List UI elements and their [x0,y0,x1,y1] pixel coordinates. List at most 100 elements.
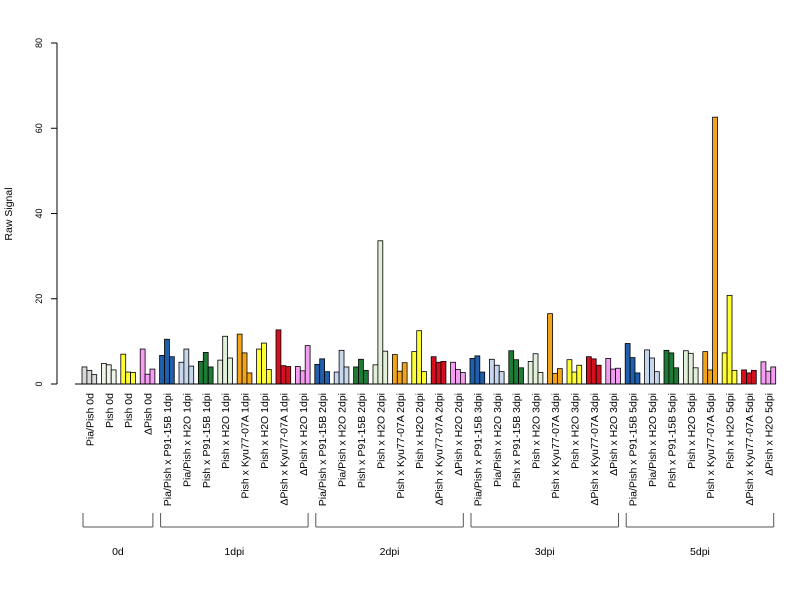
bar [634,372,641,385]
bar [217,359,224,385]
bar [202,352,209,385]
category-label: Pia/Pish x H2O 5dpi [647,393,659,487]
bar [333,371,340,385]
bar [683,350,689,385]
category-label: ΔPish x H2O 3dpi [608,393,620,476]
bar [557,368,563,385]
bar [362,369,369,385]
bar [552,372,558,385]
y-tick-label: 60 [34,123,44,133]
bar [261,342,267,385]
bar [149,368,156,385]
bar [130,372,136,385]
bar [624,343,631,385]
bar [159,355,165,385]
category-label: Pia/Pish x P91-15B 3dpi [472,393,484,506]
category-label: Pish x H2O 2dpi [375,393,387,469]
category-label: Pish x H2O 3dpi [569,393,581,469]
bar [275,329,282,385]
y-axis-title: Raw Signal [3,187,15,240]
bar [455,369,461,385]
bar [319,358,326,385]
category-label: Pish x Kyu77-07A 2dpi [395,393,407,499]
bar [450,361,456,385]
category-label: Pia/Pish x H2O 2dpi [337,393,349,487]
bar [164,338,170,385]
bar [615,367,621,385]
category-label: ΔPish x Kyu77-07A 3dpi [589,393,601,506]
bar [265,369,272,385]
bar [649,357,655,385]
bar [280,365,287,385]
bar [120,353,127,385]
category-label: Pish x P91-15B 2dpi [356,393,368,488]
bar [353,366,359,385]
bar [285,366,292,385]
bar [770,366,777,385]
bar [751,369,757,385]
y-tick-label: 40 [34,208,44,218]
category-label: Pia/Pish x H2O 1dpi [181,393,193,487]
category-labels: Pia/Pish 0d Pish 0d Pish 0d ΔPish 0d Pia/Pis… [84,393,775,506]
bar [222,335,228,385]
bar [343,366,350,385]
category-label: Pish 0d [123,393,135,428]
bar [207,366,214,385]
bar [586,356,592,385]
category-label: ΔPish x Kyu77-07A 1dpi [278,393,290,506]
bar [324,371,330,385]
bar [299,370,306,385]
bar [435,361,442,385]
category-label: Pish x Kyu77-07A 3dpi [550,393,562,499]
category-label: Pish x P91-15B 3dpi [511,393,523,488]
bar [702,351,709,385]
bar [746,372,752,385]
bar [372,364,379,385]
bar [256,348,262,385]
bar [139,348,146,385]
bar [125,371,131,385]
bar [382,350,389,385]
bar [673,367,680,385]
bar [188,365,195,385]
group-label: 0d [112,546,124,558]
bar [294,366,301,385]
bar [721,352,728,385]
bar [304,345,311,385]
category-label: ΔPish 0d [143,393,155,435]
category-label: Pish x H2O 3dpi [531,393,543,469]
category-label: ΔPish x H2O 1dpi [298,393,310,476]
category-label: Pish x H2O 5dpi [686,393,698,469]
bar [358,358,364,385]
category-label: Pish x H2O 5dpi [725,393,737,469]
bar [469,358,476,385]
bar [401,362,408,385]
bar [110,369,117,385]
group-brackets: 0d 1dpi 2dpi 3dpi 5dpi [82,513,775,558]
y-tick-label: 80 [34,38,44,48]
category-label: ΔPish x H2O 5dpi [763,393,775,476]
bars-layer [81,116,777,385]
category-label: Pish x P91-15B 1dpi [201,393,213,488]
group-label: 5dpi [690,546,710,558]
bar [576,364,583,385]
bar [421,371,427,385]
bar [105,364,112,385]
bar [498,371,505,385]
bar [707,369,714,385]
group-label: 1dpi [224,546,244,558]
bar [610,368,617,385]
category-label: Pish x Kyu77-07A 1dpi [240,393,252,499]
bar [474,355,481,385]
bar [246,372,253,385]
bar [144,373,151,385]
bar [241,352,248,385]
bar [314,363,321,385]
bar [527,361,534,385]
bar [566,359,573,385]
bar [479,371,486,385]
bar [86,369,93,385]
bar [513,359,520,385]
bar [726,294,733,385]
